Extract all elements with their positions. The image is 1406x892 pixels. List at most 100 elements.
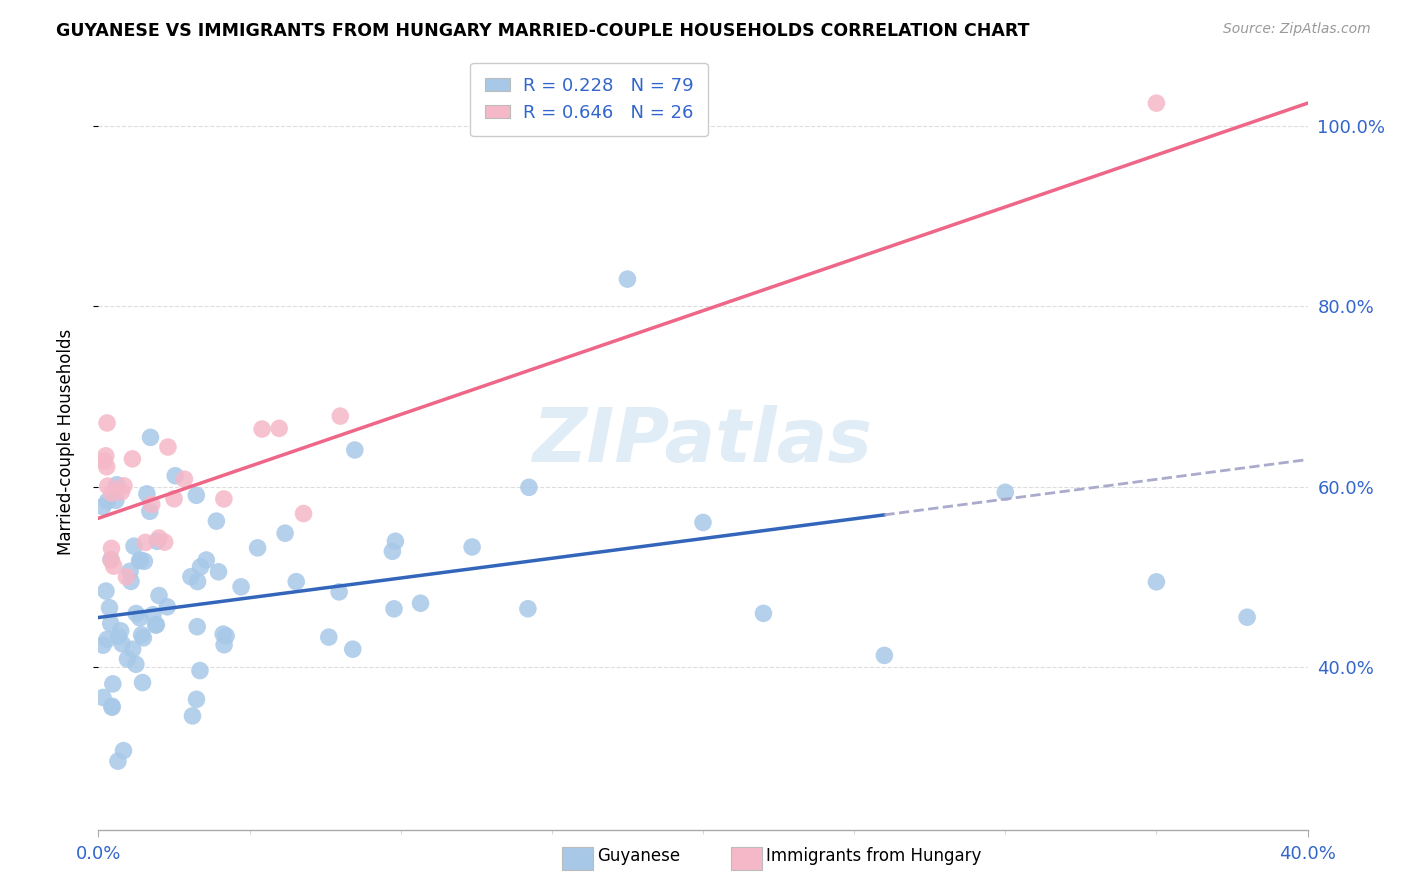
Point — [128, 554, 150, 568]
Point — [212, 627, 235, 641]
Point — [107, 754, 129, 768]
Point — [94, 449, 117, 463]
Point — [145, 617, 167, 632]
Point — [96, 632, 118, 647]
Point — [105, 477, 128, 491]
Point — [148, 531, 170, 545]
Point — [328, 585, 350, 599]
Point — [616, 272, 638, 286]
Point — [101, 699, 124, 714]
Point — [91, 638, 114, 652]
Point — [229, 580, 252, 594]
Point — [139, 504, 162, 518]
Point — [692, 516, 714, 530]
Point — [212, 491, 235, 506]
Point — [131, 675, 153, 690]
Point — [111, 637, 134, 651]
Text: Immigrants from Hungary: Immigrants from Hungary — [766, 847, 981, 865]
Point — [101, 700, 124, 714]
Point — [134, 554, 156, 568]
Point — [93, 454, 115, 468]
Point — [212, 638, 235, 652]
Point — [517, 480, 540, 494]
Point — [215, 629, 238, 643]
Point — [131, 628, 153, 642]
Point — [384, 534, 406, 549]
Point — [461, 540, 484, 554]
Point — [274, 526, 297, 541]
Y-axis label: Married-couple Households: Married-couple Households — [56, 328, 75, 555]
Point — [96, 494, 118, 508]
Point — [318, 630, 340, 644]
Point — [145, 618, 167, 632]
Point — [250, 422, 273, 436]
Point — [107, 630, 129, 644]
Point — [142, 607, 165, 622]
Point — [100, 552, 122, 566]
Point — [381, 544, 404, 558]
Point — [112, 479, 135, 493]
Point — [173, 472, 195, 486]
Point — [329, 409, 352, 423]
Point — [121, 642, 143, 657]
Point — [100, 616, 122, 631]
Point — [97, 479, 120, 493]
Point — [181, 709, 204, 723]
Point — [134, 535, 156, 549]
Point — [246, 541, 269, 555]
Point — [100, 553, 122, 567]
Point — [101, 677, 124, 691]
Point — [94, 584, 117, 599]
Point — [117, 652, 139, 666]
Point — [156, 440, 179, 454]
Point — [1144, 574, 1167, 589]
Point — [1236, 610, 1258, 624]
Point — [103, 559, 125, 574]
Point — [382, 602, 405, 616]
Text: Source: ZipAtlas.com: Source: ZipAtlas.com — [1223, 22, 1371, 37]
Point — [91, 500, 114, 514]
Point — [292, 507, 315, 521]
Point — [96, 416, 118, 430]
Point — [165, 468, 187, 483]
Point — [104, 493, 127, 508]
Text: ZIPatlas: ZIPatlas — [533, 405, 873, 478]
Point — [125, 657, 148, 672]
Point — [141, 498, 163, 512]
Point — [129, 553, 152, 567]
Point — [98, 600, 121, 615]
Legend: R = 0.228   N = 79, R = 0.646   N = 26: R = 0.228 N = 79, R = 0.646 N = 26 — [470, 62, 707, 136]
Point — [163, 491, 186, 506]
Point — [120, 574, 142, 589]
Point — [186, 620, 208, 634]
Point — [115, 570, 138, 584]
Point — [285, 574, 308, 589]
Point — [186, 488, 208, 502]
Point — [112, 743, 135, 757]
Point — [409, 596, 432, 610]
Point — [135, 487, 157, 501]
Point — [129, 611, 152, 625]
Point — [516, 601, 538, 615]
Point — [146, 534, 169, 549]
Point — [148, 589, 170, 603]
Point — [118, 564, 141, 578]
Point — [132, 631, 155, 645]
Point — [207, 565, 229, 579]
Point — [100, 541, 122, 556]
Point — [180, 570, 202, 584]
Point — [122, 539, 145, 553]
Text: Guyanese: Guyanese — [598, 847, 681, 865]
Point — [125, 607, 148, 621]
Point — [269, 421, 291, 435]
Point — [110, 624, 132, 638]
Point — [121, 451, 143, 466]
Point — [156, 599, 179, 614]
Point — [1144, 96, 1167, 111]
Point — [186, 692, 208, 706]
Point — [343, 442, 366, 457]
Point — [994, 485, 1017, 500]
Point — [188, 664, 211, 678]
Point — [752, 607, 775, 621]
Point — [96, 459, 118, 474]
